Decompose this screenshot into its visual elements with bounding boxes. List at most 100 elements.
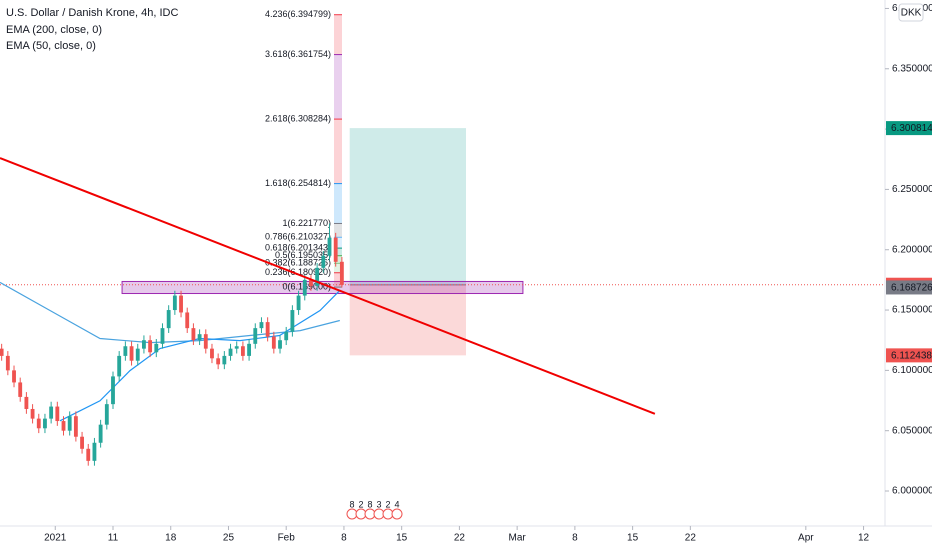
candle-body <box>5 355 10 371</box>
event-label: 2 <box>385 499 390 509</box>
candle-body <box>216 358 221 365</box>
fib-band <box>334 248 342 256</box>
x-tick-label: Feb <box>278 533 296 544</box>
candle-body <box>135 348 140 361</box>
event-icon <box>391 508 403 520</box>
fib-label: 2.618(6.308284) <box>265 113 331 123</box>
candle-body <box>333 237 338 262</box>
fib-band <box>334 272 342 288</box>
candle-body <box>18 382 23 397</box>
candle-body <box>123 346 128 356</box>
candle-body <box>92 442 97 461</box>
candle-body <box>339 261 344 285</box>
candle-body <box>148 340 153 353</box>
x-tick-label: Apr <box>798 533 814 544</box>
candle-body <box>104 404 109 425</box>
fib-band <box>334 263 342 273</box>
price-label-box <box>886 348 932 363</box>
candle-body <box>203 334 208 349</box>
x-tick-label: 2021 <box>44 533 67 544</box>
price-label: 6.112438 <box>891 351 932 362</box>
currency-badge <box>898 3 924 22</box>
price-label: 6.300814 <box>891 123 932 134</box>
candle-body <box>234 346 239 349</box>
fib-band <box>334 223 342 238</box>
event-label: 8 <box>349 499 354 509</box>
chart-title: U.S. Dollar / Danish Krone, 4h, IDC <box>6 7 178 19</box>
fib-label: 0.382(6.188726) <box>265 258 331 268</box>
y-tick-label: 6.200000 <box>892 244 932 255</box>
fib-label: 0.786(6.210327) <box>265 232 331 242</box>
event-label: 4 <box>394 499 399 509</box>
x-tick-label: 18 <box>165 533 177 544</box>
candle-body <box>197 334 202 341</box>
candle-body <box>302 279 307 296</box>
x-tick-label: 22 <box>685 533 697 544</box>
fib-band <box>334 183 342 224</box>
candle-body <box>129 346 134 361</box>
candle-body <box>290 310 295 332</box>
candle-body <box>73 416 78 437</box>
candle-body <box>284 331 289 341</box>
x-tick-label: 25 <box>223 533 235 544</box>
fib-band <box>334 14 342 55</box>
y-tick-label: 6.350000 <box>892 63 932 74</box>
candle-body <box>309 279 313 286</box>
fib-label: 0.236(6.180920) <box>265 267 331 277</box>
x-tick-label: 22 <box>454 533 466 544</box>
candle-body <box>12 370 16 383</box>
profit-zone <box>349 128 467 285</box>
fib-label: 4.236(6.394799) <box>265 9 331 19</box>
fib-band <box>334 119 342 184</box>
x-tick-label: 8 <box>572 533 578 544</box>
candle-body <box>185 312 190 329</box>
candle-body <box>0 348 4 356</box>
fib-label: 0.5(6.195035) <box>275 250 331 260</box>
fib-band <box>334 255 342 264</box>
candle-body <box>222 355 227 365</box>
y-tick-label: 6.250000 <box>892 184 932 195</box>
candle-body <box>296 295 301 311</box>
fib-label: 0(6.169000) <box>282 282 331 292</box>
fib-label: 1(6.221770) <box>282 218 331 228</box>
event-label: 8 <box>367 499 372 509</box>
candle-body <box>24 396 29 409</box>
candle-body <box>86 448 91 461</box>
loss-zone <box>349 284 467 356</box>
y-tick-label: 6.000000 <box>892 486 932 497</box>
fib-label: 3.618(6.361754) <box>265 49 331 59</box>
event-label: 3 <box>376 499 381 509</box>
candle-body <box>49 406 54 419</box>
candle-body <box>259 322 264 329</box>
trendline <box>0 157 656 415</box>
price-label-box <box>886 121 932 136</box>
candle-body <box>30 408 35 419</box>
candle-body <box>160 328 165 344</box>
candle-body <box>247 343 252 356</box>
fib-label: 1.618(6.254814) <box>265 178 331 188</box>
candle-body <box>43 418 47 429</box>
y-tick-label: 6.150000 <box>892 305 932 316</box>
candle-body <box>265 322 270 337</box>
candle-body <box>327 237 332 256</box>
candle-body <box>55 406 60 422</box>
candle-body <box>253 328 258 344</box>
currency-label: DKK <box>901 8 922 19</box>
candle-body <box>240 346 245 356</box>
x-tick-label: 12 <box>858 533 870 544</box>
candle-body <box>98 424 103 443</box>
candle-body <box>172 295 177 311</box>
candle-body <box>271 336 276 349</box>
y-tick-label: 6.050000 <box>892 425 932 436</box>
candle-body <box>166 310 171 329</box>
y-tick-label: 6.100000 <box>892 365 932 376</box>
candle-body <box>61 421 66 431</box>
fib-label: 0.618(6.201343) <box>265 242 331 252</box>
candle-body <box>315 267 320 286</box>
candle-body <box>67 416 72 431</box>
x-tick-label: 15 <box>627 533 639 544</box>
candle-body <box>154 343 159 353</box>
ema-line <box>59 289 341 422</box>
